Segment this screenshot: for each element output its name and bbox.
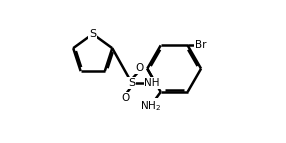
Text: NH$_2$: NH$_2$ [140,99,161,113]
Text: S: S [128,78,135,88]
Text: S: S [89,29,96,39]
Text: Br: Br [195,40,207,50]
Text: NH: NH [144,78,160,88]
Text: O: O [121,93,130,103]
Text: O: O [135,63,144,73]
